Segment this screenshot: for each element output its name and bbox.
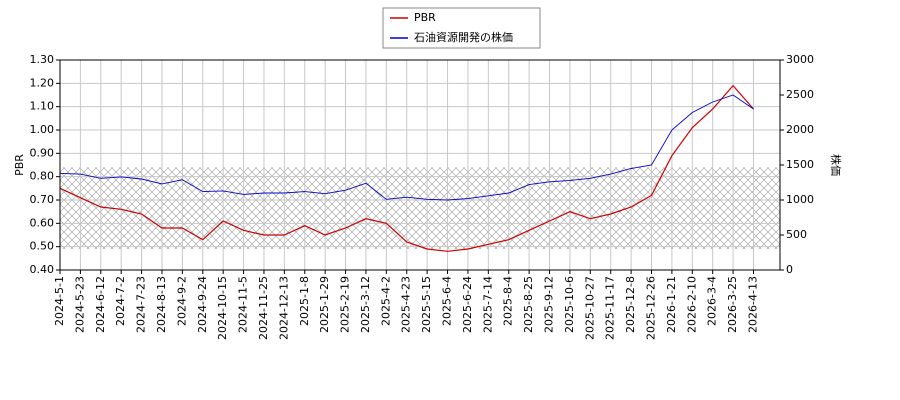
y2-axis-label: 株価	[829, 154, 843, 176]
x-tick-label: 2025-2-19	[339, 276, 352, 333]
x-tick-label: 2026-3-25	[726, 276, 739, 333]
x-tick-label: 2024-9-24	[196, 276, 209, 333]
x-tick-label: 2025-7-14	[481, 276, 494, 333]
x-tick-label: 2025-12-8	[624, 276, 637, 333]
x-tick-label: 2024-5-23	[73, 276, 86, 333]
x-tick-label: 2025-8-25	[522, 276, 535, 333]
y-tick-label: 0.40	[30, 263, 55, 276]
x-tick-label: 2025-10-6	[563, 276, 576, 333]
y-tick-label: 0.60	[30, 216, 55, 229]
x-tick-label: 2025-4-23	[400, 276, 413, 333]
x-tick-label: 2025-8-4	[502, 276, 515, 326]
series-line	[59, 84, 754, 252]
x-tick-label: 2024-6-12	[94, 276, 107, 333]
x-tick-label: 2024-9-2	[175, 276, 188, 326]
x-tick-label: 2025-11-17	[604, 276, 617, 340]
y2-tick-label: 3000	[786, 53, 814, 66]
y-tick-label: 1.10	[30, 100, 55, 113]
x-tick-label: 2025-12-26	[645, 276, 658, 340]
legend-label: PBR	[414, 11, 436, 24]
y2-tick-label: 2500	[786, 88, 814, 101]
x-tick-label: 2024-7-23	[135, 276, 148, 333]
legend-label: 石油資源開発の株価	[414, 30, 513, 44]
y-tick-label: 1.20	[30, 76, 55, 89]
y-axis-label: PBR	[13, 154, 26, 176]
y2-tick-label: 2000	[786, 123, 814, 136]
y2-tick-label: 1000	[786, 193, 814, 206]
x-tick-label: 2026-3-4	[706, 276, 719, 326]
x-tick-label: 2025-9-12	[543, 276, 556, 333]
x-tick-label: 2024-11-25	[257, 276, 270, 340]
y-tick-label: 1.00	[30, 123, 55, 136]
x-tick-label: 2026-2-10	[685, 276, 698, 333]
x-tick-label: 2024-10-15	[216, 276, 229, 340]
x-tick-label: 2025-5-15	[420, 276, 433, 333]
y-tick-label: 0.50	[30, 240, 55, 253]
x-tick-label: 2024-11-5	[237, 276, 250, 333]
x-tick-label: 2025-4-2	[379, 276, 392, 326]
x-tick-label: 2026-4-13	[746, 276, 759, 333]
x-tick-label: 2025-3-12	[359, 276, 372, 333]
x-tick-label: 2026-1-21	[665, 276, 678, 333]
x-tick-label: 2025-1-29	[318, 276, 331, 333]
shaded-band	[60, 167, 780, 249]
legend	[382, 7, 541, 49]
x-tick-label: 2025-10-27	[583, 276, 596, 340]
x-tick-label: 2024-7-2	[114, 276, 127, 326]
x-tick-label: 2025-1-8	[298, 276, 311, 326]
x-tick-label: 2024-8-13	[155, 276, 168, 333]
y-tick-label: 0.70	[30, 193, 55, 206]
y-tick-label: 0.90	[30, 146, 55, 159]
y-tick-label: 0.80	[30, 170, 55, 183]
x-tick-label: 2025-6-24	[461, 276, 474, 333]
x-tick-label: 2024-12-13	[277, 276, 290, 340]
y-tick-label: 1.30	[30, 53, 55, 66]
y2-tick-label: 500	[786, 228, 807, 241]
y2-tick-label: 1500	[786, 158, 814, 171]
x-tick-label: 2024-5-1	[53, 276, 66, 326]
x-tick-label: 2025-6-4	[441, 276, 454, 326]
series-line	[59, 94, 754, 201]
y2-tick-label: 0	[786, 263, 793, 276]
